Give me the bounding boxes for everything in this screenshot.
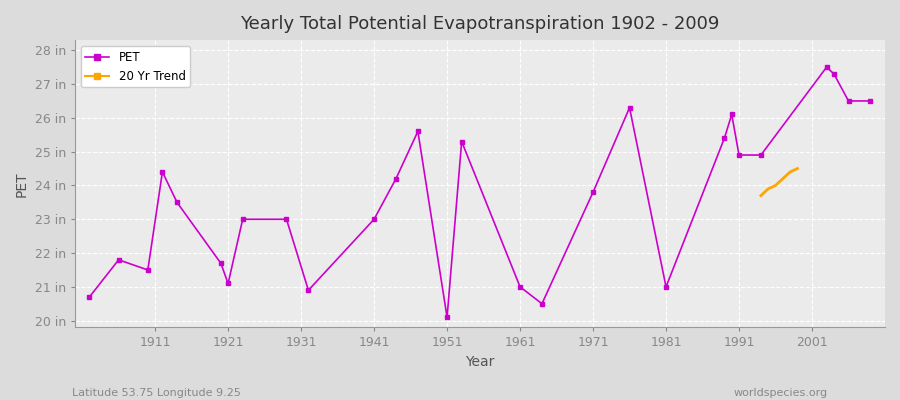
- Text: Latitude 53.75 Longitude 9.25: Latitude 53.75 Longitude 9.25: [72, 388, 241, 398]
- X-axis label: Year: Year: [465, 355, 495, 369]
- Legend: PET, 20 Yr Trend: PET, 20 Yr Trend: [81, 46, 190, 87]
- Y-axis label: PET: PET: [15, 171, 29, 196]
- Title: Yearly Total Potential Evapotranspiration 1902 - 2009: Yearly Total Potential Evapotranspiratio…: [240, 15, 720, 33]
- Text: worldspecies.org: worldspecies.org: [734, 388, 828, 398]
